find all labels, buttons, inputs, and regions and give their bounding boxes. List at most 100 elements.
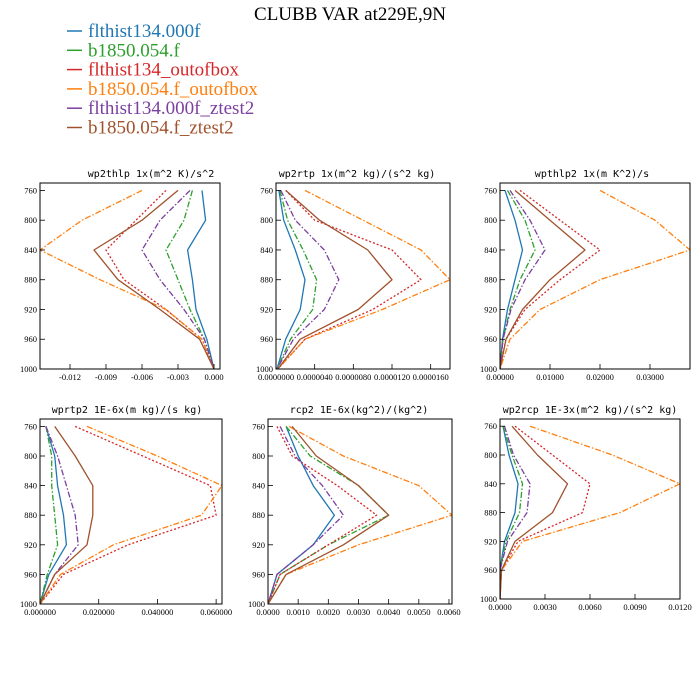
series-line [276, 190, 340, 369]
y-tick-label: 800 [260, 215, 273, 225]
y-tick-label: 840 [260, 245, 273, 255]
series-line [500, 426, 519, 599]
y-tick-label: 1000 [256, 364, 273, 374]
series-line [277, 189, 393, 369]
x-tick-label: 0.0030 [533, 602, 556, 612]
y-tick-label: 920 [260, 304, 273, 314]
y-tick-label: 920 [24, 304, 37, 314]
x-tick-label: -0.003 [167, 372, 189, 382]
y-tick-label: 1000 [20, 599, 37, 609]
y-tick-label: 760 [484, 421, 497, 431]
chart-panel: wprtp2 1E-6x(m kg)/(s kg) 760 800 840 880 920… [20, 405, 232, 617]
x-tick-label: 0.000000 [24, 607, 56, 617]
y-tick-label: 960 [252, 569, 265, 579]
y-tick-label: 920 [484, 304, 497, 314]
panel-title: wp2rcp 1E-3x(m^2 kg)/(s^2 kg) [503, 405, 678, 416]
legend-label: b1850.054.f [88, 40, 181, 61]
y-tick-label: 800 [252, 451, 265, 461]
x-tick-label: 0.0090 [623, 602, 646, 612]
series-line [268, 425, 390, 604]
plot-frame [39, 418, 223, 605]
series-line [40, 425, 222, 604]
series-line [93, 189, 215, 369]
y-tick-label: 880 [24, 275, 37, 285]
x-tick-label: 0.0000 [256, 607, 279, 617]
y-tick-label: 840 [24, 481, 37, 491]
y-tick-label: 760 [260, 185, 273, 195]
series-line [40, 425, 217, 604]
x-tick-label: 0.060000 [200, 607, 232, 617]
x-tick-label: 0.0000 [488, 602, 511, 612]
series-line [277, 189, 450, 369]
series-line [268, 425, 452, 604]
plot-frame [499, 182, 691, 370]
y-tick-label: 760 [484, 185, 497, 195]
x-tick-label: -0.012 [59, 372, 81, 382]
x-tick-label: 0.0010 [286, 607, 309, 617]
plot-frame [267, 418, 453, 605]
y-tick-label: 880 [484, 508, 497, 518]
chart-panel: wpthlp2 1x(m K^2)/s 760 800 840 880 920 960 100… [480, 169, 691, 382]
figure-title: CLUBB VAR at229E,9N [254, 4, 446, 25]
x-tick-label: 0.040000 [141, 607, 173, 617]
series-line [500, 426, 531, 599]
y-tick-label: 800 [24, 451, 37, 461]
series-line [276, 190, 318, 369]
x-tick-label: 0.0000160 [413, 372, 449, 382]
x-tick-label: 0.0000000 [258, 372, 294, 382]
panel-title: wpthlp2 1x(m K^2)/s [535, 169, 649, 180]
y-tick-label: 880 [260, 275, 273, 285]
y-tick-label: 960 [484, 334, 497, 344]
series-line [268, 426, 378, 604]
y-tick-label: 800 [24, 215, 37, 225]
y-tick-label: 760 [24, 185, 37, 195]
y-tick-label: 1000 [248, 599, 265, 609]
y-tick-label: 760 [24, 421, 37, 431]
y-tick-label: 1000 [20, 364, 37, 374]
y-tick-label: 840 [484, 479, 497, 489]
panel-title: wp2thlp 1x(m^2 K)/s^2 [88, 169, 214, 180]
x-tick-label: 0.0000120 [374, 372, 410, 382]
y-tick-label: 880 [24, 510, 37, 520]
series-line [500, 426, 524, 599]
series-line [500, 190, 546, 369]
x-tick-label: 0.01000 [536, 372, 564, 382]
series-line [277, 189, 422, 369]
legend-label: flthist134_outofbox [88, 60, 239, 81]
panel-title: rcp2 1E-6x(kg^2)/(kg^2) [290, 405, 428, 416]
y-tick-label: 800 [484, 215, 497, 225]
x-tick-label: 0.0000040 [297, 372, 333, 382]
x-tick-label: -0.006 [131, 372, 153, 382]
legend-label: flthist134.000f [88, 21, 201, 42]
series-line [500, 189, 586, 369]
x-tick-label: 0.0060 [437, 607, 460, 617]
series-line [276, 190, 306, 369]
y-tick-label: 840 [252, 481, 265, 491]
panels: wp2thlp 1x(m^2 K)/s^2 760 800 840 880 920 960 1… [20, 169, 692, 617]
x-tick-label: 0.0030 [347, 607, 370, 617]
y-tick-label: 1000 [480, 594, 497, 604]
y-tick-label: 760 [252, 421, 265, 431]
series-line [268, 426, 345, 604]
series-line [500, 425, 569, 599]
y-tick-label: 840 [24, 245, 37, 255]
legend-label: b1850.054.f_ztest2 [88, 118, 234, 139]
series-line [268, 425, 390, 604]
x-tick-label: 0.0050 [407, 607, 430, 617]
y-tick-label: 880 [252, 510, 265, 520]
x-tick-label: 0.0060 [578, 602, 601, 612]
x-tick-label: 0.020000 [83, 607, 115, 617]
series-line [40, 426, 68, 604]
y-tick-label: 880 [484, 275, 497, 285]
y-tick-label: 840 [484, 245, 497, 255]
x-tick-label: 0.03000 [636, 372, 664, 382]
chart-panel: rcp2 1E-6x(kg^2)/(kg^2) 760 800 840 880 920 96… [248, 405, 461, 617]
y-tick-label: 920 [24, 540, 37, 550]
series-line [268, 426, 336, 604]
x-tick-label: 0.0000080 [335, 372, 371, 382]
series-line [165, 190, 215, 369]
legend-label: flthist134.000f_ztest2 [88, 98, 254, 119]
y-tick-label: 960 [24, 334, 37, 344]
plot-frame [39, 182, 221, 370]
chart-panel: wp2rcp 1E-3x(m^2 kg)/(s^2 kg) 760 800 840 88… [480, 405, 692, 612]
